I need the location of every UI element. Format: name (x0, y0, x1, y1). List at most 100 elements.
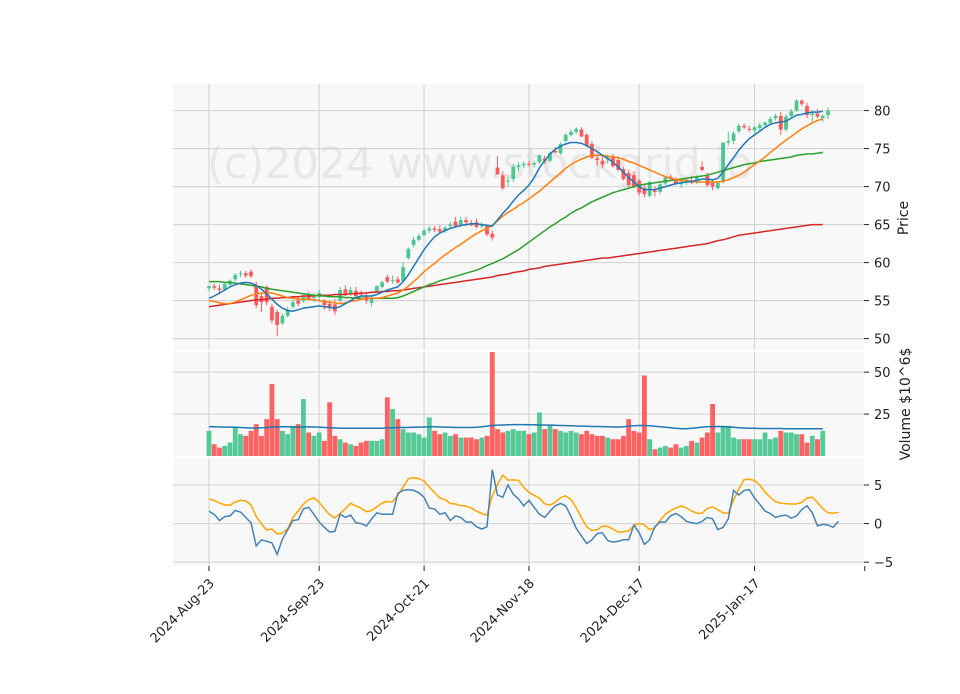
volume-bar (641, 375, 647, 456)
y-tick-label: 5 (874, 479, 882, 494)
volume-bar (295, 424, 301, 456)
candle-body (395, 279, 400, 283)
candle-body (553, 150, 558, 153)
candle-body (249, 271, 253, 277)
volume-bar (510, 429, 516, 456)
ma-short-line (208, 110, 823, 312)
candle-body (653, 190, 657, 192)
y-tick-label: 75 (874, 143, 891, 158)
candle-body (406, 248, 411, 259)
volume-bar (725, 425, 731, 456)
candle-body (495, 167, 500, 175)
volume-bar (285, 434, 291, 456)
candle-body (411, 239, 416, 246)
volume-bar (379, 439, 385, 456)
candle-body (584, 134, 589, 146)
volume-bar (411, 432, 416, 456)
volume-bar (421, 437, 427, 456)
volume-bar (652, 449, 658, 456)
candle-body (448, 224, 453, 227)
candle-body (579, 129, 584, 137)
volume-bar (563, 432, 569, 456)
candle-body (721, 142, 725, 183)
volume-bar (741, 439, 747, 456)
candle-body (794, 100, 799, 111)
volume-bar (568, 430, 574, 456)
volume-bar (442, 432, 448, 456)
candle-body (212, 286, 217, 288)
y-tick-label: 60 (874, 257, 891, 272)
volume-ma-line (208, 423, 823, 430)
volume-bar (531, 432, 537, 456)
grid-layer (173, 84, 864, 566)
volume-bar (337, 439, 343, 456)
volume-bar (746, 439, 752, 456)
volume-bar (579, 434, 584, 456)
volume-bar (206, 430, 212, 456)
volume-bar (248, 430, 254, 456)
candle-body (317, 293, 322, 297)
candle-body (359, 293, 364, 295)
candle-body (217, 288, 222, 290)
volume-bar (316, 432, 322, 456)
candle-body (611, 156, 615, 167)
candle-body (784, 116, 788, 130)
volume-bar (715, 432, 721, 456)
y-tick-label: 50 (874, 366, 891, 381)
candle-body (464, 220, 468, 223)
x-tick-label: 2024-Nov-18 (468, 576, 538, 646)
volume-bar (222, 445, 228, 456)
candle-body (233, 274, 238, 280)
candle-body (563, 134, 568, 141)
volume-bar (363, 440, 369, 456)
candle-body (485, 226, 489, 235)
candle-body (673, 179, 678, 184)
volume-bar (264, 419, 270, 456)
candle-body (700, 166, 704, 170)
candle-body (663, 177, 668, 184)
volume-bar (699, 437, 705, 456)
y-tick-label: 25 (874, 408, 891, 423)
volume-layer (206, 352, 826, 456)
volume-bar (767, 439, 773, 456)
volume-bar (710, 404, 716, 456)
volume-bar (783, 432, 789, 456)
y-tick-label: −5 (874, 556, 893, 571)
volume-bar (678, 447, 684, 456)
volume-bar (631, 430, 637, 456)
volume-bar (762, 432, 768, 456)
volume-bar (253, 424, 259, 456)
volume-bar (720, 425, 726, 456)
volume-bar (689, 440, 695, 456)
candle-body (511, 166, 516, 179)
candle-body (527, 163, 531, 165)
candle-body (789, 111, 794, 116)
volume-bar (757, 439, 763, 456)
volume-bar (752, 439, 757, 456)
candle-body (338, 289, 343, 301)
oscillator-signal-line (208, 473, 839, 535)
candle-body (558, 144, 563, 154)
price-axis-label: Price (896, 201, 912, 235)
candle-body (243, 273, 248, 276)
candle-body (694, 176, 699, 181)
volume-bar (238, 434, 243, 456)
candle-body (207, 286, 211, 289)
volume-bar (594, 435, 600, 456)
volume-bar (269, 383, 275, 456)
candle-body (626, 172, 631, 186)
candle-body (238, 273, 243, 275)
volume-bar (463, 437, 469, 456)
ma-long-line (209, 151, 823, 300)
volume-bar (227, 442, 233, 456)
volume-bar (489, 352, 495, 456)
candle-body (458, 220, 463, 225)
volume-bar (704, 432, 710, 456)
volume-bar (526, 434, 532, 456)
volume-bar (458, 437, 464, 456)
candle-body (432, 228, 437, 230)
x-tick-label: 2024-Aug-23 (148, 576, 218, 646)
candle-body (296, 300, 301, 304)
candle-body (532, 163, 537, 165)
volume-bar (348, 444, 354, 456)
